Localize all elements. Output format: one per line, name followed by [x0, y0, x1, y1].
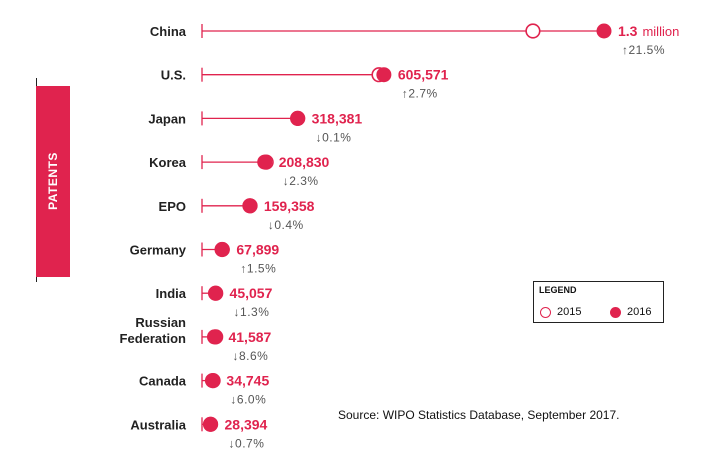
legend-item-2016: 2016	[610, 306, 651, 318]
value-label-epo: 159,358	[264, 198, 315, 214]
patents-tab-label: PATENTS	[46, 152, 60, 210]
patents-tab	[36, 86, 70, 277]
value-label-australia: 28,394	[225, 416, 268, 432]
value-label-us: 605,571	[398, 67, 449, 83]
country-label-australia: Australia	[130, 417, 186, 432]
dot-2016-korea	[257, 154, 273, 170]
change-label-korea: ↓2.3%	[283, 174, 319, 188]
change-label-australia: ↓0.7%	[229, 436, 265, 449]
dot-2016-us	[376, 67, 392, 83]
source-note: Source: WIPO Statistics Database, Septem…	[338, 408, 620, 422]
country-label-korea: Korea	[149, 155, 187, 170]
change-label-canada: ↓6.0%	[230, 393, 266, 407]
value-label-china: 1.3 million	[618, 23, 679, 39]
change-label-india: ↓1.3%	[234, 305, 270, 319]
value-label-japan: 318,381	[312, 110, 363, 126]
country-label-japan: Japan	[148, 111, 186, 126]
dot-2016-india	[208, 285, 224, 301]
dot-2016-russian-federation	[206, 329, 222, 345]
dot-2016-australia	[203, 416, 219, 432]
change-label-japan: ↓0.1%	[316, 130, 352, 144]
country-label-epo: EPO	[159, 199, 186, 214]
legend-label-2015: 2015	[557, 306, 582, 318]
value-label-russian-federation: 41,587	[228, 329, 271, 345]
dot-2016-japan	[290, 110, 306, 126]
value-label-korea: 208,830	[279, 154, 330, 170]
change-label-epo: ↓0.4%	[268, 218, 304, 232]
legend-label-2016: 2016	[627, 306, 652, 318]
dot-2016-epo	[242, 198, 258, 214]
dot-2016-germany	[214, 242, 230, 257]
country-label-china: China	[150, 24, 187, 39]
dot-2015-china	[525, 23, 541, 39]
filled-circle-icon	[610, 306, 621, 318]
change-label-germany: ↑1.5%	[240, 262, 276, 276]
value-label-canada: 34,745	[226, 373, 269, 389]
legend-item-2015: 2015	[540, 306, 581, 318]
change-label-russian-federation: ↓8.6%	[232, 349, 268, 363]
country-label-canada: Canada	[139, 374, 187, 389]
country-label-us: U.S.	[161, 68, 186, 83]
value-label-india: 45,057	[230, 285, 273, 301]
value-label-germany: 67,899	[236, 242, 279, 258]
dot-2016-china	[596, 23, 612, 39]
country-label-germany: Germany	[130, 243, 187, 258]
legend-title: LEGEND	[539, 285, 577, 295]
change-label-china: ↑21.5%	[622, 43, 665, 57]
change-label-us: ↑2.7%	[402, 87, 438, 101]
country-label-india: India	[156, 286, 187, 301]
country-label-russian-federation: Russian Federation	[120, 315, 187, 346]
legend: LEGEND 2015 2016	[533, 281, 664, 323]
dot-2016-canada	[204, 373, 220, 389]
open-circle-icon	[540, 306, 551, 318]
